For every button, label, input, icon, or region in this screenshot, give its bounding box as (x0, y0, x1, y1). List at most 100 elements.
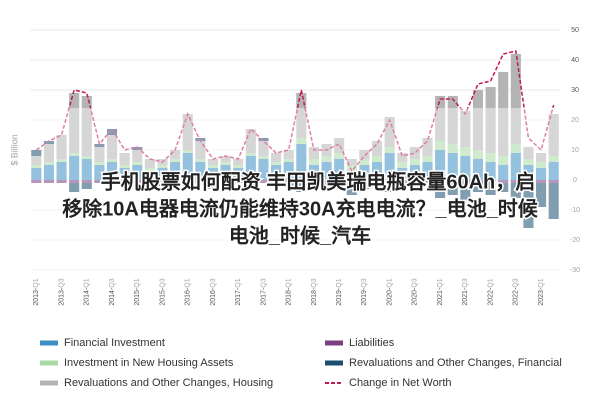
legend-label: Change in Net Worth (349, 377, 452, 389)
bar-segment (157, 183, 168, 186)
bar-segment (106, 135, 118, 159)
x-tick-label: 2020-Q3 (412, 278, 419, 305)
bar-segment (157, 165, 168, 168)
legend-swatch (40, 340, 58, 346)
bar-segment (258, 159, 269, 180)
bar-segment (435, 150, 446, 180)
bar-segment (447, 183, 458, 195)
bar-segment (271, 180, 282, 183)
bar-segment (207, 183, 219, 189)
bar-segment (321, 156, 332, 162)
bar-segment (548, 156, 559, 162)
legend-swatch (40, 380, 58, 386)
x-tick-label: 2022-Q3 (513, 278, 520, 305)
bar-segment (447, 96, 458, 144)
bar-segment (132, 147, 143, 150)
overlay-text: 电池_时候_汽车 (229, 223, 371, 247)
y-axis-label: $ Billion (9, 134, 19, 166)
bar-segment (220, 180, 231, 183)
bar-segment (132, 180, 143, 183)
legend-swatch (325, 360, 343, 366)
y-tick-label: -20 (570, 237, 580, 244)
bar-segment (144, 168, 155, 171)
bar-segment (460, 156, 471, 180)
bar-segment (283, 150, 294, 159)
bar-segment (359, 150, 370, 159)
legend-swatch (325, 340, 343, 346)
bar-segment (409, 165, 420, 180)
bar-segment (460, 111, 471, 147)
bar-segment (283, 180, 294, 183)
bar-segment (31, 165, 42, 168)
x-tick-label: 2019-Q1 (336, 278, 343, 305)
bar-segment (498, 72, 509, 156)
bar-segment (170, 159, 181, 162)
bar-segment (472, 159, 484, 180)
bar-segment (308, 165, 319, 180)
bar-segment (233, 165, 244, 168)
bar-segment (119, 153, 130, 165)
x-tick-label: 2018-Q3 (311, 278, 318, 305)
bar-segment (334, 159, 345, 180)
bar-segment (359, 180, 370, 183)
bar-segment (106, 180, 118, 183)
bar-segment (258, 138, 269, 141)
bar-segment (56, 159, 67, 162)
bar-segment (144, 180, 155, 183)
bar-segment (94, 165, 105, 180)
bar-segment (283, 159, 294, 162)
bar-segment (384, 153, 395, 180)
bar-segment (271, 165, 282, 180)
bar-segment (384, 180, 395, 183)
bar-segment (523, 183, 534, 228)
bar-segment (182, 180, 193, 183)
legend-label: Financial Investment (64, 337, 165, 349)
bar-segment (144, 159, 155, 168)
x-tick-label: 2015-Q3 (159, 278, 166, 305)
bar-segment (536, 168, 547, 180)
y-tick-label: 0 (573, 177, 577, 184)
bar-segment (359, 159, 370, 165)
bar-segment (195, 162, 206, 180)
bar-segment (472, 183, 484, 192)
bar-segment (371, 180, 383, 183)
bar-segment (409, 183, 420, 189)
x-tick-label: 2020-Q1 (386, 278, 393, 305)
bar-segment (397, 180, 408, 183)
bar-segment (119, 180, 130, 183)
bar-segment (422, 183, 433, 186)
bar-segment (170, 162, 181, 180)
bar-segment (536, 183, 547, 207)
bar-segment (283, 183, 294, 186)
bar-segment (207, 168, 219, 180)
net-worth-line (35, 50, 555, 173)
y-tick-label: 20 (571, 117, 579, 124)
bar-segment (397, 153, 408, 162)
bar-segment (81, 180, 92, 183)
x-tick-label: 2021-Q3 (462, 278, 469, 305)
bar-segment (435, 141, 446, 150)
bar-segment (220, 183, 231, 186)
bar-segment (384, 147, 395, 153)
bar-segment (220, 162, 231, 165)
bar-segment (182, 153, 193, 180)
bar-segment (409, 180, 420, 183)
bar-segment (245, 153, 256, 156)
x-tick-label: 2016-Q1 (185, 278, 192, 305)
bar-segment (321, 183, 332, 189)
bar-segment (371, 141, 383, 156)
bar-segment (422, 162, 433, 180)
bar-segment (43, 144, 54, 162)
bar-segment (43, 180, 54, 183)
bar-segment (371, 162, 383, 180)
legend-label: Liabilities (349, 337, 395, 349)
y-tick-label: 30 (571, 87, 579, 94)
bar-segment (397, 183, 408, 186)
bar-segment (195, 159, 206, 162)
legend-label: Investment in New Housing Assets (64, 357, 234, 369)
bar-segment (422, 156, 433, 162)
bar-segment (498, 180, 509, 183)
bar-segment (485, 162, 496, 180)
x-tick-label: 2017-Q3 (260, 278, 267, 305)
y-tick-label: -30 (570, 267, 580, 274)
